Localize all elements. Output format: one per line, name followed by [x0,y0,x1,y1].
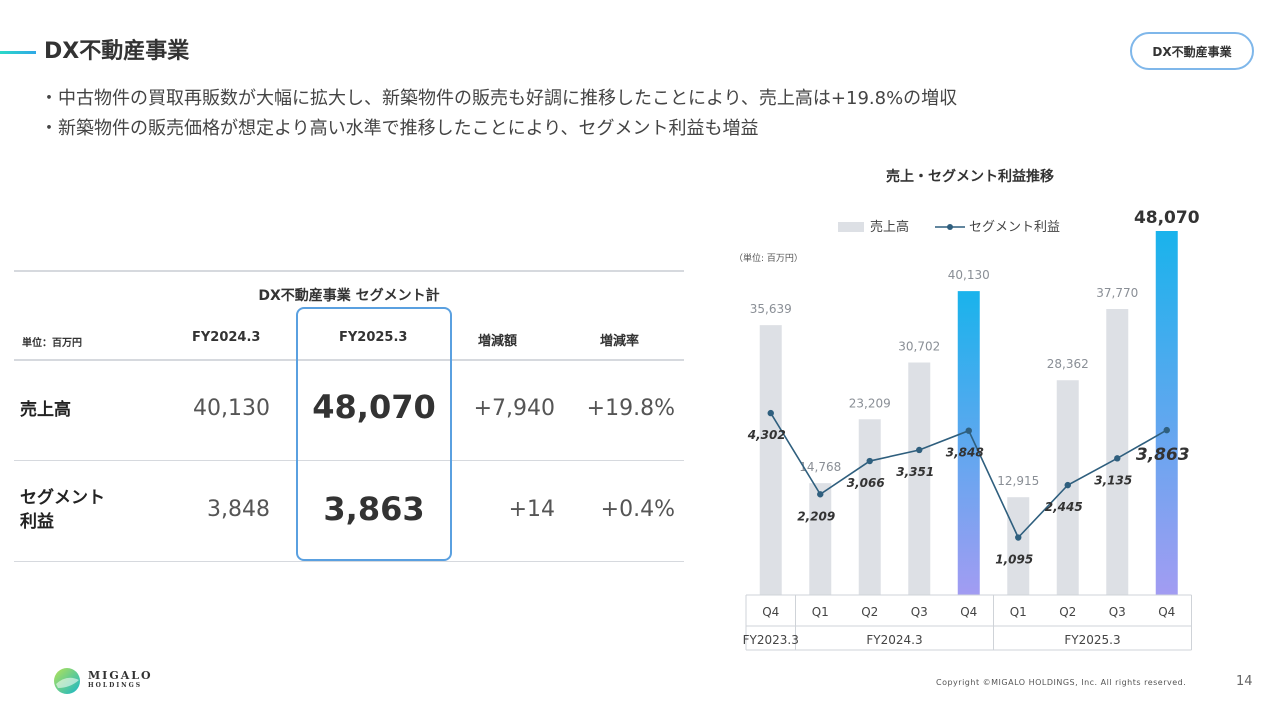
logo-mark-icon [54,668,80,694]
header-divider [14,359,684,361]
legend-swatch-profit-marker [947,224,953,230]
bar-sales [957,291,980,595]
line-label-profit: 1,095 [995,553,1033,567]
page-title: DX不動産事業 [44,39,190,64]
profit-fy2024: 3,848 [207,497,270,522]
line-label-profit: 3,351 [896,465,934,479]
row-divider [14,460,684,461]
bar-label-sales: 40,130 [948,268,990,282]
profit-rate: +0.4% [600,497,675,522]
bar-sales [1007,497,1030,595]
table-top-rule [14,270,684,272]
line-point-profit [916,446,923,454]
row-label-sales: 売上高 [20,400,71,420]
group-label: FY2025.3 [1064,633,1120,647]
title-accent-bar [0,51,36,54]
sales-fy2025: 48,070 [312,388,436,426]
group-label: FY2023.3 [743,633,799,647]
company-logo: MIGALO HOLDINGS [52,666,153,696]
section-badge: DX不動産事業 [1130,32,1254,70]
summary-bullets: ・中古物件の買取再販数が大幅に拡大し、新築物件の販売も好調に推移したことにより、… [40,84,957,144]
bar-label-sales: 37,770 [1096,286,1138,300]
line-label-profit: 3,135 [1094,473,1132,487]
x-tick-label: Q1 [812,605,829,619]
x-tick-label: Q3 [1109,605,1126,619]
chart-title: 売上・セグメント利益推移 [886,169,1054,185]
table-bottom-rule [14,561,684,562]
logo-subname: HOLDINGS [88,682,143,689]
line-point-profit [767,409,774,417]
row-label-profit: セグメント 利益 [20,486,105,534]
chart-unit-label: （単位: 百万円） [734,252,803,264]
x-tick-label: Q1 [1010,605,1027,619]
bullet-item: ・新築物件の販売価格が想定より高い水準で推移したことにより、セグメント利益も増益 [40,118,759,139]
line-point-profit [866,457,873,465]
logo-name: MIGALO [88,669,153,682]
x-tick-label: Q2 [861,605,878,619]
bar-sales [858,419,881,595]
column-header-rate: 増減率 [600,334,640,349]
page-number: 14 [1236,674,1253,689]
bar-sales [1106,308,1129,595]
bar-label-sales: 30,702 [898,340,940,354]
x-tick-label: Q4 [960,605,977,619]
line-label-profit: 3,066 [847,476,885,490]
line-label-profit: 3,863 [1136,445,1190,465]
legend-label-sales: 売上高 [870,219,909,235]
profit-diff: +14 [508,497,555,522]
sales-fy2024: 40,130 [193,396,270,421]
bar-sales [908,362,931,595]
line-label-profit: 3,848 [946,446,984,460]
chart-legend: 売上高 セグメント利益 [838,219,1060,235]
line-point-profit [1163,426,1170,434]
line-point-profit [965,427,972,434]
legend-label-profit: セグメント利益 [969,220,1060,235]
bar-label-sales: 35,639 [750,302,792,316]
line-point-profit [1015,534,1022,541]
line-point-profit [1114,455,1121,462]
sales-rate: +19.8% [586,396,675,421]
line-label-profit: 2,445 [1045,500,1083,514]
fy2025-highlight-box [296,307,452,561]
profit-fy2025: 3,863 [323,490,425,528]
sales-diff: +7,940 [473,396,555,421]
x-tick-label: Q4 [1158,605,1175,619]
line-label-profit: 4,302 [747,428,786,442]
bar-label-sales: 48,070 [1134,208,1200,228]
table-unit: 単位：百万円 [22,338,82,349]
x-tick-label: Q3 [911,605,928,619]
bar-label-sales: 14,768 [799,460,841,474]
group-label: FY2024.3 [866,633,922,647]
sales-profit-chart: 売上高 セグメント利益 （単位: 百万円） 35,639 14,768 23,209 3… [734,208,1200,651]
column-header-fy2025: FY2025.3 [339,330,408,345]
legend-swatch-sales [838,222,864,232]
bar-label-sales: 28,362 [1047,357,1089,371]
line-label-profit: 2,209 [797,509,835,523]
line-point-profit [817,491,824,498]
bar-sales [809,483,832,595]
column-header-fy2024: FY2024.3 [192,330,261,345]
row-label-profit-line2: 利益 [20,512,54,532]
bullet-item: ・中古物件の買取再販数が大幅に拡大し、新築物件の販売も好調に推移したことにより、… [40,88,958,109]
x-tick-label: Q2 [1059,605,1076,619]
line-point-profit [1064,481,1071,489]
bar-sales [1155,231,1178,595]
x-tick-label: Q4 [762,605,779,619]
bar-label-sales: 23,209 [849,396,891,410]
row-label-profit-line1: セグメント [20,488,105,508]
column-header-diff: 増減額 [478,334,518,349]
copyright: Copyright ©MIGALO HOLDINGS, Inc. All rig… [936,678,1187,687]
bar-sales [759,325,782,595]
table-caption: DX不動産事業 セグメント計 [258,288,440,304]
bar-label-sales: 12,915 [997,474,1039,488]
